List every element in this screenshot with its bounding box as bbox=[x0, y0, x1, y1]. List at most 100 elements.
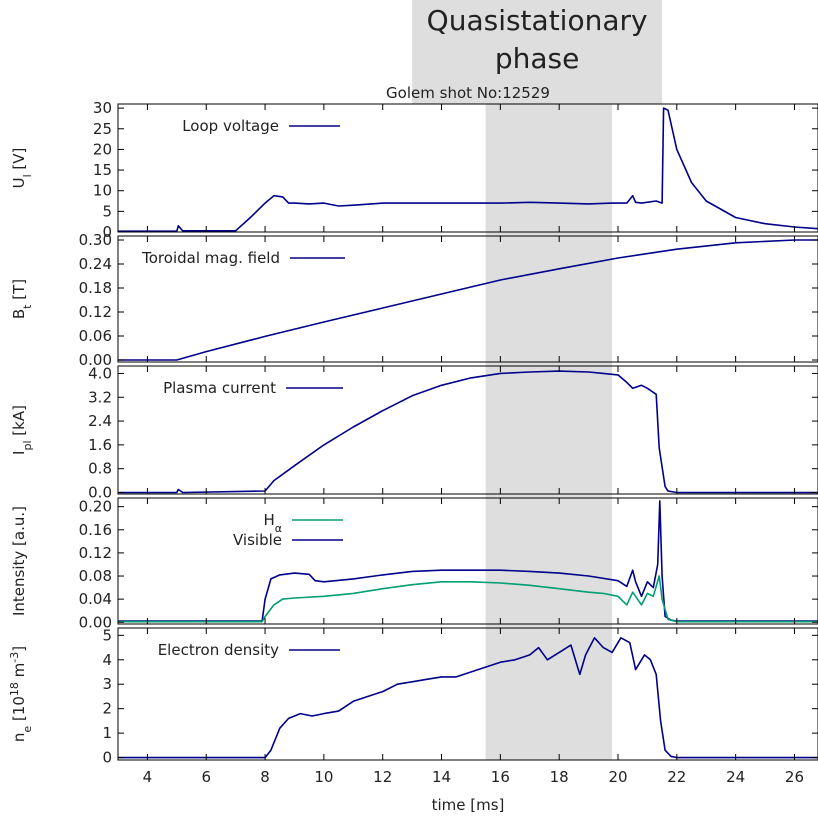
y-axis-label-unit: [T] bbox=[10, 279, 28, 305]
legend-label-main: Plasma current bbox=[163, 379, 276, 397]
y-axis-label: ne [1018 m-3] bbox=[8, 646, 34, 742]
y-tick-label: 3 bbox=[102, 675, 112, 693]
panel-plasma-current: 0.0 0.8 1.6 2.4 3.2 4.0 Ipl [kA] Plasma current bbox=[10, 364, 818, 502]
y-tick-label: 10 bbox=[93, 182, 112, 200]
y-axis-label-superscript: 18 bbox=[8, 682, 21, 696]
y-tick-label: 30 bbox=[93, 99, 112, 117]
legend-label-main: H bbox=[263, 511, 274, 529]
y-tick-label: 5 bbox=[102, 202, 112, 220]
phase-annotation-line1: Quasistationary bbox=[427, 4, 648, 37]
shaded-regions-layer bbox=[412, 0, 663, 760]
y-tick-label: 0.30 bbox=[79, 231, 112, 249]
legend-label: Loop voltage bbox=[182, 117, 279, 135]
x-axis-label: time [ms] bbox=[432, 796, 505, 814]
panel-intensity: 0.00 0.04 0.08 0.12 0.16 0.20 Intensity [a.u.]… bbox=[10, 497, 818, 631]
y-axis-label-main: Intensity bbox=[10, 551, 28, 616]
x-tick-label: 14 bbox=[432, 768, 451, 786]
y-tick-label: 0.0 bbox=[88, 484, 112, 502]
panel-frame bbox=[117, 627, 818, 761]
legend-label: Plasma current bbox=[163, 379, 276, 397]
y-tick-label: 0.18 bbox=[79, 279, 112, 297]
series-line-h bbox=[118, 575, 818, 623]
y-tick-label: 0.20 bbox=[79, 498, 112, 516]
x-tick-label: 20 bbox=[608, 768, 627, 786]
y-axis-label-subscript: pl bbox=[21, 440, 34, 450]
y-axis-label-unit: [kA] bbox=[10, 405, 28, 440]
y-axis-label-main: n bbox=[10, 733, 28, 743]
y-tick-label: 0.16 bbox=[79, 521, 112, 539]
y-axis-label-unit-mid: m bbox=[10, 663, 28, 682]
legend-label-main: Electron density bbox=[158, 641, 279, 659]
series-line-visible bbox=[118, 500, 818, 622]
y-axis-label: Bt [T] bbox=[10, 279, 34, 319]
y-tick-label: 5 bbox=[102, 626, 112, 644]
series-line-electron-density bbox=[118, 636, 818, 759]
titles-layer: Quasistationary phase Golem shot No:1252… bbox=[386, 4, 648, 102]
x-tick-label: 4 bbox=[143, 768, 153, 786]
y-tick-label: 0.00 bbox=[79, 351, 112, 369]
legend-label: Visible bbox=[233, 531, 282, 549]
y-axis-label-unit: [V] bbox=[10, 148, 28, 175]
x-tick-label: 26 bbox=[785, 768, 804, 786]
legend-label: Electron density bbox=[158, 641, 279, 659]
x-tick-label: 6 bbox=[201, 768, 211, 786]
y-tick-label: 0 bbox=[102, 223, 112, 241]
y-axis-label-main: B bbox=[10, 309, 28, 319]
quasistationary-phase-shade bbox=[485, 104, 613, 760]
legend-label: Toroidal mag. field bbox=[141, 249, 280, 267]
y-tick-label: 0.00 bbox=[79, 613, 112, 631]
legend-label-main: Toroidal mag. field bbox=[141, 249, 280, 267]
y-axis-label: Ipl [kA] bbox=[10, 405, 34, 455]
x-tick-label: 16 bbox=[491, 768, 510, 786]
chart-title: Golem shot No:12529 bbox=[386, 84, 550, 102]
y-tick-label: 25 bbox=[93, 120, 112, 138]
y-axis-label-subscript: l bbox=[21, 174, 34, 177]
panel-frame bbox=[117, 103, 818, 233]
y-tick-label: 0.06 bbox=[79, 327, 112, 345]
legend-label-subscript: α bbox=[275, 522, 282, 535]
y-tick-label: 0.8 bbox=[88, 460, 112, 478]
series-line-toroidal-mag-field bbox=[118, 239, 818, 361]
y-axis-label: Ul [V] bbox=[10, 148, 34, 189]
phase-annotation-line2: phase bbox=[495, 42, 580, 75]
title-band-shade bbox=[412, 0, 663, 104]
panel-frame bbox=[117, 235, 818, 363]
y-tick-label: 0.12 bbox=[79, 544, 112, 562]
y-tick-label: 4.0 bbox=[88, 364, 112, 382]
x-tick-label: 8 bbox=[260, 768, 270, 786]
panel-electron-density: 0 12 3 4 5 ne [1018 m-3] Electron density 4 6 8 10… bbox=[8, 626, 818, 786]
panel-frame bbox=[117, 365, 818, 495]
panel-toroidal-field: 0.00 0.06 0.12 0.18 0.24 0.30 Bt [T] Toroidal m… bbox=[10, 231, 818, 369]
y-axis-label-unit: [a.u.] bbox=[10, 506, 28, 551]
panel-frame bbox=[117, 497, 818, 625]
x-tick-label: 22 bbox=[667, 768, 686, 786]
y-tick-label: 20 bbox=[93, 140, 112, 158]
panel-loop-voltage: 0 5 10 15 20 25 30 Ul [V] Loop voltage bbox=[10, 99, 818, 241]
y-tick-label: 0.08 bbox=[79, 567, 112, 585]
y-axis-label-superscript-2: -3 bbox=[8, 652, 21, 663]
y-axis-label: Intensity [a.u.] bbox=[10, 506, 28, 616]
y-tick-label: 15 bbox=[93, 161, 112, 179]
legend-label: Hα bbox=[263, 511, 282, 535]
y-tick-label: 4 bbox=[102, 651, 112, 669]
series-line-loop-voltage bbox=[118, 107, 818, 232]
y-axis-label-main: I bbox=[10, 451, 28, 455]
y-tick-label: 2.4 bbox=[88, 412, 112, 430]
y-tick-label: 0.04 bbox=[79, 590, 112, 608]
legend-label-main: Loop voltage bbox=[182, 117, 279, 135]
x-axis-layer: time [ms] bbox=[432, 796, 505, 814]
y-tick-label: 0 bbox=[102, 749, 112, 767]
y-axis-label-main: U bbox=[10, 177, 28, 188]
y-axis-label-unit-end: ] bbox=[10, 646, 28, 652]
y-axis-label-subscript: e bbox=[21, 726, 34, 733]
y-tick-label: 0.12 bbox=[79, 303, 112, 321]
x-tick-label: 10 bbox=[314, 768, 333, 786]
y-tick-label: 1.6 bbox=[88, 436, 112, 454]
x-tick-label: 24 bbox=[726, 768, 745, 786]
x-tick-label: 18 bbox=[550, 768, 569, 786]
y-axis-label-subscript: t bbox=[21, 304, 34, 309]
x-tick-label: 12 bbox=[373, 768, 392, 786]
legend-label-main: Visible bbox=[233, 531, 282, 549]
